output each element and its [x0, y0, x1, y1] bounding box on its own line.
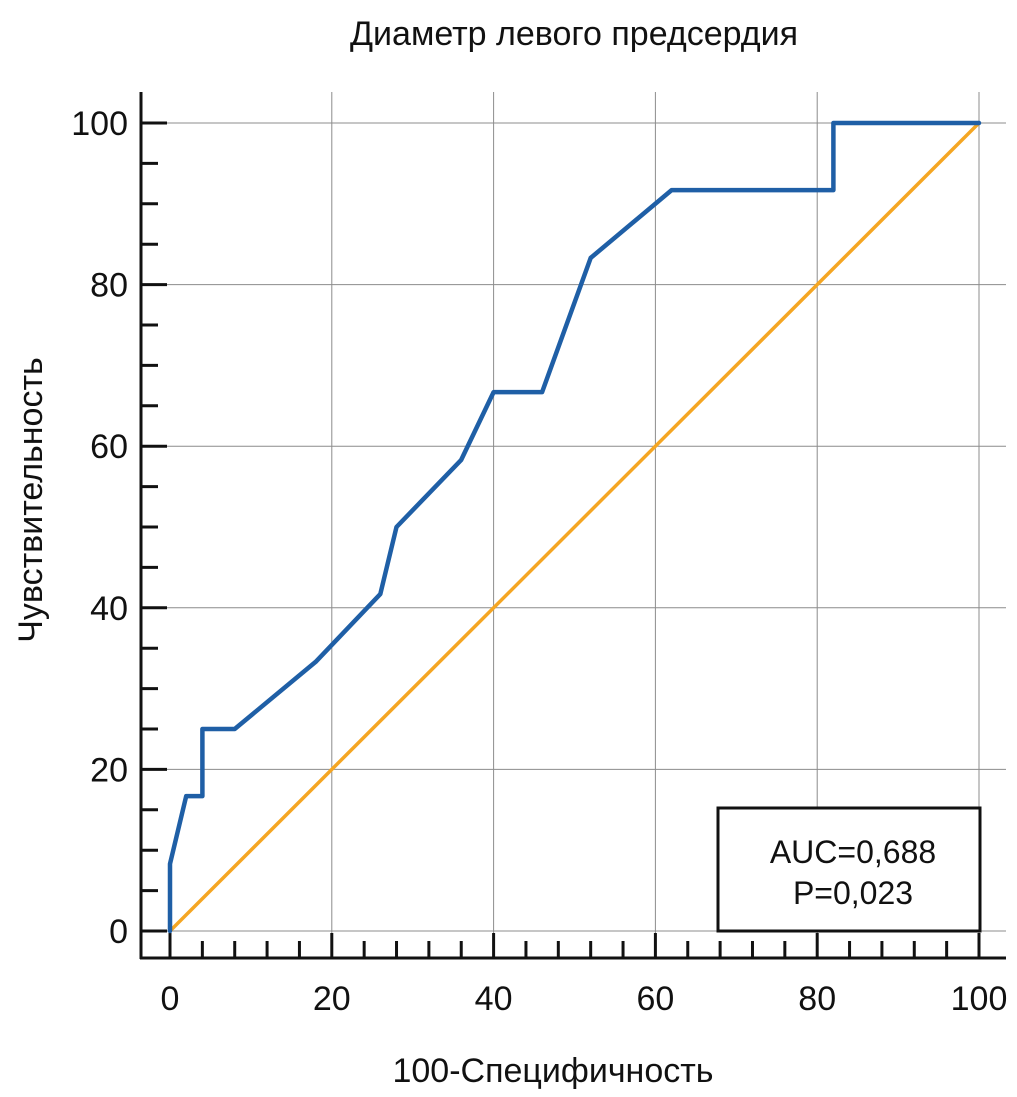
- x-tick-label-40: 40: [475, 980, 513, 1018]
- y-tick-label-40: 40: [90, 590, 128, 628]
- auc-box-border: [716, 806, 982, 933]
- x-tick-label-100: 100: [951, 980, 1008, 1018]
- reference-diagonal-line: [168, 121, 981, 933]
- y-tick-label-80: 80: [90, 267, 128, 305]
- roc-curve-line: [167, 120, 982, 934]
- auc-text: AUC=0,688: [770, 834, 936, 870]
- y-axis-ticks: 0 20 40 60 80 100: [71, 105, 167, 951]
- p-value-text: P=0,023: [793, 875, 913, 911]
- x-tick-label-80: 80: [798, 980, 836, 1018]
- x-axis-label: 100-Специфичность: [392, 1052, 713, 1090]
- y-tick-label-60: 60: [90, 428, 128, 466]
- y-axis-label: Чувствительность: [12, 357, 50, 642]
- y-tick-label-100: 100: [71, 105, 128, 143]
- x-axis-ticks: 0 20 40 60 80 100: [161, 933, 1008, 1018]
- series-group: [167, 120, 982, 934]
- x-tick-label-0: 0: [161, 980, 180, 1018]
- chart-title: Диаметр левого предсердия: [350, 15, 798, 53]
- y-tick-label-20: 20: [90, 751, 128, 789]
- y-tick-label-0: 0: [109, 913, 128, 951]
- x-tick-label-20: 20: [313, 980, 351, 1018]
- grid-lines: [140, 92, 1006, 958]
- x-tick-label-60: 60: [636, 980, 674, 1018]
- auc-box: AUC=0,688 P=0,023: [716, 806, 982, 933]
